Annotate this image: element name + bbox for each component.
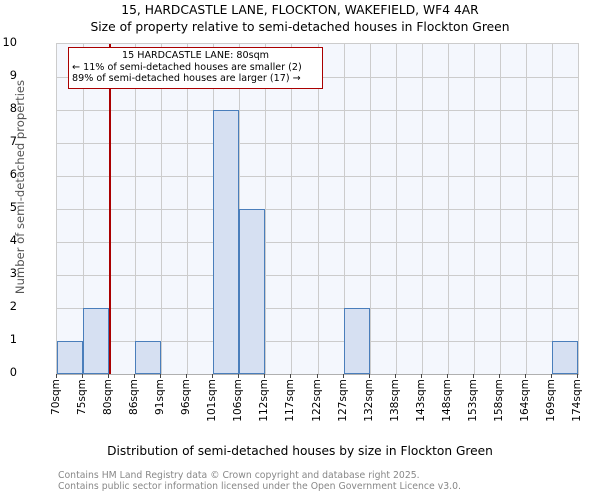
x-axis-tick-label: 106sqm [232,379,245,422]
x-axis-tick-mark [186,374,188,378]
footer-attribution: Contains HM Land Registry data © Crown c… [58,470,598,493]
y-axis-tick-label: 10 [2,35,18,49]
x-axis-tick-mark [82,374,84,378]
x-axis-tick-mark [212,374,214,378]
property-marker-line [109,44,111,374]
y-axis-tick-label: 9 [9,68,17,82]
x-axis-tick-mark [316,374,318,378]
x-axis-tick-label: 164sqm [518,379,531,422]
annotation-line-1: 15 HARDCASTLE LANE: 80sqm [121,50,270,61]
x-axis-tick-label: 174sqm [571,379,583,422]
y-axis-tick-label: 2 [9,299,17,313]
y-axis-tick-label: 7 [9,134,17,148]
annotation-line-3: 89% of semi-detached houses are larger (… [72,73,301,84]
x-axis-tick-label: 169sqm [544,379,557,422]
x-axis-tick-mark [446,374,448,378]
histogram-bar [551,341,578,374]
x-axis-tick-label: 138sqm [388,379,401,422]
x-axis-tick-label: 80sqm [102,379,115,416]
grid-line-horizontal [57,341,578,342]
x-axis-tick-mark [108,374,110,378]
histogram-bar [213,110,240,374]
histogram-bar [239,209,266,374]
x-axis-tick-label: 117sqm [284,379,297,422]
x-axis-tick-mark [394,374,396,378]
y-axis-tick-label: 4 [9,233,17,247]
x-axis-tick-label: 143sqm [414,379,427,422]
x-axis-tick-label: 91sqm [154,379,167,416]
grid-line-horizontal [57,308,578,309]
annotation-line-2: ← 11% of semi-detached houses are smalle… [72,61,302,73]
histogram-bar [343,308,370,374]
x-axis-tick-label: 112sqm [258,379,271,422]
y-axis-tick-label: 8 [9,101,17,115]
grid-line-horizontal [57,143,578,144]
x-axis-tick-mark [472,374,474,378]
property-marker-annotation: 15 HARDCASTLE LANE: 80sqm ← 11% of semi-… [68,47,323,89]
x-axis-tick-label: 148sqm [440,379,453,422]
x-axis-tick-label: 127sqm [336,379,349,422]
chart-title-block: 15, HARDCASTLE LANE, FLOCKTON, WAKEFIELD… [0,2,600,36]
x-axis-tick-label: 122sqm [310,379,323,422]
x-axis-tick-label: 132sqm [362,379,375,422]
y-axis-tick-label: 6 [9,167,17,181]
footer-line-1: Contains HM Land Registry data © Crown c… [58,470,420,481]
histogram-bar [135,341,162,374]
grid-line-horizontal [57,209,578,210]
x-axis-tick-mark [550,374,552,378]
footer-line-2: Contains public sector information licen… [58,481,461,493]
y-axis-label: Number of semi-detached properties [13,79,27,295]
y-axis-tick-label: 3 [9,266,17,280]
x-axis-tick-label: 96sqm [180,379,193,416]
chart-subtitle: Size of property relative to semi-detach… [90,20,510,34]
x-axis-tick-label: 86sqm [128,379,141,416]
x-axis-tick-mark [264,374,266,378]
x-axis-label: Distribution of semi-detached houses by … [107,444,493,458]
x-axis-tick-mark [160,374,162,378]
x-axis-tick-mark [56,374,57,378]
histogram-bar [57,341,84,374]
x-axis-tick-label: 153sqm [466,379,479,422]
y-axis-tick-label: 0 [9,365,17,379]
plot-area [56,43,579,375]
x-axis-tick-mark [420,374,422,378]
y-axis-tick-label: 1 [9,332,17,346]
grid-line-horizontal [57,176,578,177]
x-axis-tick-label: 101sqm [206,379,219,422]
x-axis-tick-label: 158sqm [492,379,505,422]
x-axis-tick-label: 75sqm [76,379,89,416]
grid-line-horizontal [57,275,578,276]
grid-line-horizontal [57,242,578,243]
histogram-bar [83,308,110,374]
y-axis-tick-label: 5 [9,200,17,214]
x-axis-tick-label: 70sqm [50,379,62,416]
x-axis-tick-mark [290,374,292,378]
grid-line-horizontal [57,110,578,111]
x-axis-tick-mark [524,374,526,378]
x-axis-tick-mark [134,374,136,378]
x-axis-tick-mark [238,374,240,378]
x-axis-tick-mark [577,374,578,378]
page-title: 15, HARDCASTLE LANE, FLOCKTON, WAKEFIELD… [121,3,479,17]
x-axis-tick-mark [342,374,344,378]
x-axis-tick-mark [498,374,500,378]
x-axis-tick-mark [368,374,370,378]
